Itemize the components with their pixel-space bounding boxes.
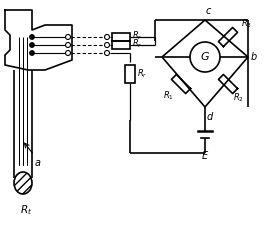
Text: $R_3$: $R_3$	[241, 18, 252, 30]
Circle shape	[65, 50, 70, 56]
Text: $R_t$: $R_t$	[20, 203, 32, 217]
Text: $R_r$: $R_r$	[132, 30, 143, 42]
Text: d: d	[207, 112, 213, 122]
Text: c: c	[206, 6, 211, 16]
Circle shape	[104, 50, 109, 56]
Text: $E$: $E$	[201, 149, 209, 161]
Text: $R_r$: $R_r$	[137, 68, 147, 80]
Bar	[125, 65, 135, 83]
Text: $R_1$: $R_1$	[163, 90, 174, 103]
Circle shape	[104, 43, 109, 47]
Circle shape	[65, 43, 70, 47]
Text: G: G	[201, 52, 209, 62]
Circle shape	[190, 42, 220, 72]
Circle shape	[65, 34, 70, 40]
Circle shape	[30, 51, 34, 55]
Circle shape	[104, 34, 109, 40]
Text: $R_r$: $R_r$	[132, 38, 143, 50]
Text: a: a	[35, 158, 41, 168]
Text: $R_2$: $R_2$	[233, 92, 244, 104]
Bar	[112, 41, 130, 49]
Bar	[112, 33, 130, 41]
Circle shape	[30, 35, 34, 39]
Text: b: b	[251, 52, 257, 62]
Ellipse shape	[14, 172, 32, 194]
Circle shape	[30, 43, 34, 47]
